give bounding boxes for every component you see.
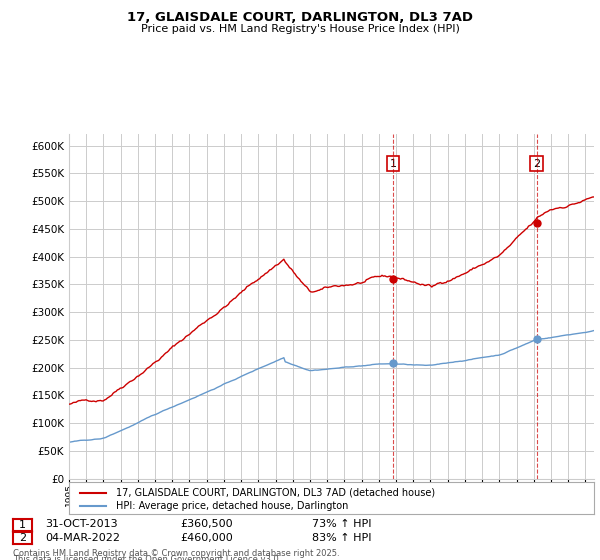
Text: 2: 2 bbox=[19, 533, 26, 543]
Text: 1: 1 bbox=[19, 520, 26, 530]
Text: This data is licensed under the Open Government Licence v3.0.: This data is licensed under the Open Gov… bbox=[13, 555, 281, 560]
Text: 04-MAR-2022: 04-MAR-2022 bbox=[45, 533, 120, 543]
Text: 2: 2 bbox=[533, 158, 540, 169]
Text: 17, GLAISDALE COURT, DARLINGTON, DL3 7AD (detached house): 17, GLAISDALE COURT, DARLINGTON, DL3 7AD… bbox=[116, 488, 436, 498]
Text: £460,000: £460,000 bbox=[180, 533, 233, 543]
Text: HPI: Average price, detached house, Darlington: HPI: Average price, detached house, Darl… bbox=[116, 501, 349, 511]
Text: £360,500: £360,500 bbox=[180, 519, 233, 529]
Text: 83% ↑ HPI: 83% ↑ HPI bbox=[312, 533, 371, 543]
Text: Price paid vs. HM Land Registry's House Price Index (HPI): Price paid vs. HM Land Registry's House … bbox=[140, 24, 460, 34]
Text: 73% ↑ HPI: 73% ↑ HPI bbox=[312, 519, 371, 529]
Text: 1: 1 bbox=[389, 158, 397, 169]
Text: 31-OCT-2013: 31-OCT-2013 bbox=[45, 519, 118, 529]
Text: Contains HM Land Registry data © Crown copyright and database right 2025.: Contains HM Land Registry data © Crown c… bbox=[13, 549, 340, 558]
Text: 17, GLAISDALE COURT, DARLINGTON, DL3 7AD: 17, GLAISDALE COURT, DARLINGTON, DL3 7AD bbox=[127, 11, 473, 24]
